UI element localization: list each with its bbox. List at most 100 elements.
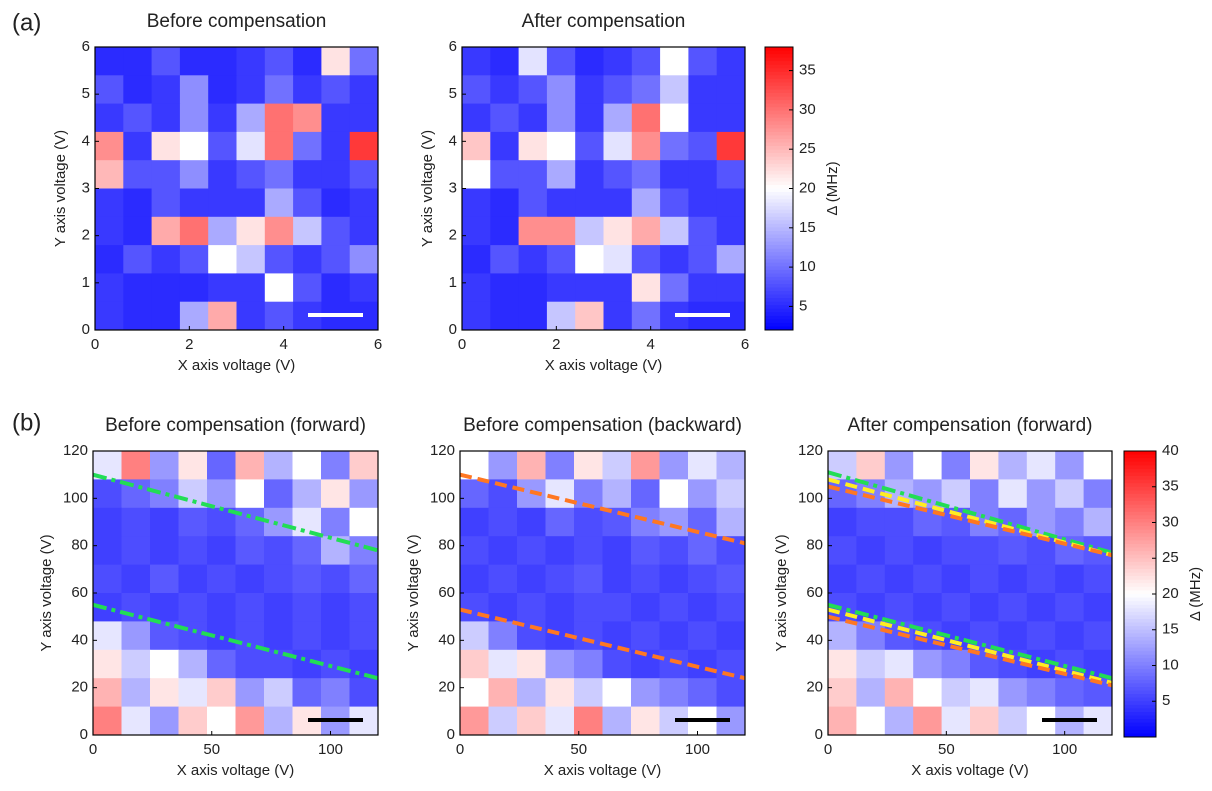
heatmap-cell [321, 564, 350, 594]
colorbar-step [765, 177, 793, 182]
colorbar-label: Δ (MHz) [824, 161, 841, 215]
colorbar-step [765, 142, 793, 147]
colorbar-step [765, 291, 793, 296]
heatmap-cell [603, 47, 633, 76]
heatmap-cell [716, 47, 746, 76]
colorbar-step [1124, 472, 1156, 477]
heatmap-cell [970, 536, 999, 566]
heatmap-cell [321, 103, 351, 133]
heatmap-cell [95, 160, 124, 189]
colorbar-step [1124, 694, 1156, 699]
heatmap-cell [1083, 593, 1113, 622]
heatmap-cell [207, 706, 236, 736]
heatmap-cell [235, 678, 265, 708]
heatmap-cell [349, 507, 379, 537]
heatmap-cell [631, 47, 661, 76]
colorbar-step [765, 163, 793, 168]
heatmap-cell [998, 479, 1028, 509]
heatmap-cell [1055, 507, 1085, 537]
heatmap-cell [151, 301, 181, 331]
heatmap-cell [179, 47, 209, 76]
heatmap-cell [150, 649, 179, 679]
heatmap-cell [236, 273, 266, 303]
heatmap-cell [178, 593, 208, 622]
heatmap-cell [545, 564, 575, 594]
heatmap-cell [998, 593, 1028, 622]
heatmap-cell [292, 507, 322, 537]
boundary-line [827, 607, 1113, 685]
heatmap-cell [574, 536, 603, 566]
heatmap-cell [1083, 649, 1113, 679]
y-tick-label: 100 [798, 489, 823, 506]
heatmap-cell [151, 75, 181, 105]
colorbar-step [765, 114, 793, 119]
heatmap-cell [207, 678, 236, 708]
heatmap-cell [490, 245, 520, 274]
heatmap-cell [235, 536, 265, 566]
heatmap-cell [264, 564, 293, 594]
colorbar-step [1124, 604, 1156, 609]
heatmap-cell [264, 451, 293, 480]
boundary-line [827, 484, 1113, 558]
heatmap-cell [941, 536, 971, 566]
heatmap-cell [517, 451, 546, 480]
heatmap-cell [236, 188, 266, 218]
colorbar-step [1124, 529, 1156, 534]
heatmap-cell [660, 75, 689, 105]
heatmap-cell [1055, 678, 1085, 708]
heatmap-cell [150, 706, 179, 736]
heatmap-cell [575, 273, 604, 303]
colorbar-step [1124, 594, 1156, 599]
colorbar-tick-label: 10 [799, 258, 816, 275]
y-tick-label: 2 [82, 227, 90, 244]
heatmap-cell [321, 507, 350, 537]
y-tick-label: 2 [449, 227, 457, 244]
colorbar-step [765, 181, 793, 186]
colorbar-step [765, 199, 793, 204]
colorbar-step [765, 284, 793, 289]
colorbar-step [765, 266, 793, 271]
colorbar-step [1124, 608, 1156, 613]
heatmap-cell [264, 103, 294, 133]
colorbar-step [1124, 654, 1156, 659]
heatmap-cell [179, 216, 209, 246]
colorbar-step [1124, 619, 1156, 624]
y-tick-label: 120 [63, 442, 88, 459]
y-axis-label: Y axis voltage (V) [38, 534, 55, 651]
heatmap-cell [659, 564, 689, 594]
y-tick-label: 60 [806, 584, 823, 601]
heatmap-cell [150, 678, 179, 708]
colorbar-step [1124, 468, 1156, 473]
heatmap-cell [349, 245, 379, 274]
heatmap-cell [292, 564, 322, 594]
colorbar-step [765, 273, 793, 278]
heatmap-cell [462, 75, 491, 105]
heatmap-cell [321, 479, 350, 509]
heatmap-cell [856, 507, 886, 537]
heatmap-cell [716, 479, 746, 509]
heatmap-cell [1083, 451, 1113, 480]
heatmap-cell [913, 564, 943, 594]
heatmap-cell [207, 649, 236, 679]
heatmap-cell [293, 131, 322, 161]
heatmap-cell [123, 273, 153, 303]
colorbar-step [1124, 526, 1156, 531]
heatmap-cell [716, 216, 746, 246]
heatmap-cell [349, 47, 379, 76]
colorbar-label: Δ (MHz) [1187, 567, 1204, 621]
colorbar-step [765, 124, 793, 129]
heatmap-cell [150, 593, 179, 622]
heatmap-cell [602, 649, 632, 679]
x-tick-label: 100 [318, 741, 343, 758]
heatmap-cell [546, 160, 576, 189]
x-tick-label: 4 [646, 336, 654, 353]
heatmap-cell [236, 131, 266, 161]
heatmap-cell [828, 678, 857, 708]
heatmap-cell [349, 103, 379, 133]
colorbar-step [1124, 486, 1156, 491]
colorbar-tick-label: 25 [1162, 549, 1179, 566]
heatmap-cell [716, 451, 746, 480]
heatmap-cell [121, 564, 151, 594]
x-axis-label: X axis voltage (V) [544, 762, 662, 779]
heatmap-cell [688, 160, 718, 189]
